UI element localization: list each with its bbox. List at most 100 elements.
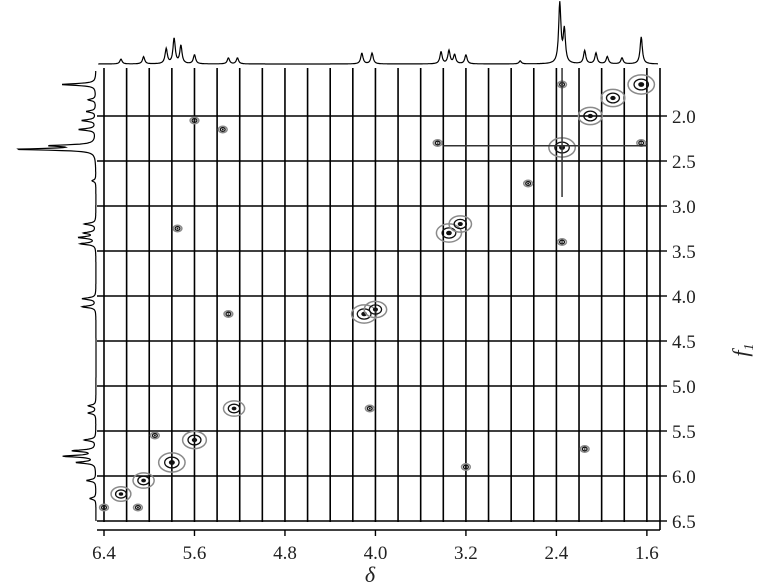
cross-peak-outer [132, 503, 144, 512]
cross-peak-outer [556, 238, 568, 246]
y-axis-title-subscript: 1 [742, 343, 757, 350]
cross-peak-mid [174, 226, 181, 231]
cross-peak-outer [189, 116, 200, 125]
cross-peak-outer [364, 404, 375, 413]
y-axis-title-text: f [728, 348, 753, 357]
diagonal-peak-outer [222, 400, 246, 417]
diagonal-peak-mid [605, 92, 621, 104]
diagonal-peak-mid [583, 110, 598, 122]
cross-peak-core [153, 434, 156, 437]
diagonal-peak-core [587, 113, 594, 119]
diagonal-peak-outer [132, 472, 155, 489]
x-tick-label: 3.2 [454, 543, 478, 564]
diagonal-peak-outer [363, 300, 388, 319]
y-tick-label: 3.0 [672, 197, 696, 218]
cross-peak-mid [134, 505, 141, 510]
diagonal-peak-core [118, 492, 124, 496]
cross-peak-core [368, 407, 371, 410]
diagonal-peak-core [372, 307, 378, 312]
cross-peak-outer [149, 431, 161, 440]
grid [97, 68, 660, 522]
diagonal-peak-core [191, 437, 198, 443]
diagonal-peak-outer [577, 106, 603, 126]
diagonal-peak-mid [368, 304, 383, 315]
cross-peak-core [193, 119, 196, 122]
x-tick-label: 6.4 [92, 543, 116, 564]
x-tick-label: 5.6 [183, 543, 207, 564]
y-tick-label: 2.0 [672, 107, 696, 128]
cross-peak-mid [219, 127, 226, 132]
diagonal-peak-core [638, 82, 645, 87]
y-tick-label: 3.5 [672, 242, 696, 263]
y-axis-title: f1 [728, 343, 757, 356]
diagonal-peak-mid [441, 227, 457, 239]
x-tick-label: 1.6 [635, 543, 659, 564]
x-tick-label: 4.0 [364, 543, 388, 564]
cross-peak-mid [434, 140, 441, 146]
cross-peak-mid [462, 464, 469, 470]
y-tick-label: 4.5 [672, 332, 696, 353]
cross-peak-mid [100, 505, 108, 510]
svg-text:f1: f1 [728, 343, 757, 356]
x-axis-title: δ [365, 562, 376, 587]
top-projection-spectrum [98, 1, 658, 65]
cross-peak-core [527, 182, 530, 185]
y-tick-label: 6.5 [672, 512, 696, 533]
diagonal-peak-mid [114, 489, 128, 499]
cross-peak-mid [151, 433, 158, 438]
cross-peak-outer [223, 310, 234, 318]
cross-peak-mid [638, 140, 645, 146]
diagonal-peak-outer [448, 215, 473, 233]
cross-peak-core [464, 466, 467, 468]
cross-peak-outer [522, 179, 534, 188]
cross-peak-core [103, 506, 105, 509]
diagonal-peak-mid [137, 475, 150, 486]
cross-peak-outer [579, 445, 590, 453]
cross-peak-core [136, 506, 139, 509]
diagonal-peak-outer [627, 74, 656, 95]
cross-peak-core [561, 241, 564, 243]
axes: 6.4 5.6 4.8 4.0 3.2 2.4 1.6 2.0 2.5 3.0 3.5 4.0 4.5 5… [92, 68, 696, 564]
cross-peak-core [640, 142, 643, 144]
cross-peak-mid [559, 239, 566, 245]
cross-peak-outer [172, 224, 183, 233]
diagonal-peak-mid [164, 456, 180, 469]
cross-peak-outer [460, 463, 472, 471]
cross-peak-core [436, 142, 439, 144]
cross-peak-core [227, 313, 230, 315]
diagonal-peak-outer [600, 88, 626, 108]
y-tick-label: 5.5 [672, 422, 696, 443]
cross-peak-core [176, 227, 179, 230]
cross-peak-mid [525, 181, 532, 186]
y-tick-label: 5.0 [672, 377, 696, 398]
y-tick-label: 4.0 [672, 287, 696, 308]
cross-peak-mid [191, 118, 198, 123]
cross-peak-mid [366, 406, 373, 411]
cross-peak-core [221, 128, 224, 131]
cross-peak-outer [98, 503, 110, 512]
cross-peak-mid [225, 311, 232, 317]
left-projection-spectrum [16, 71, 97, 521]
diagonal-peak-mid [453, 218, 468, 230]
cross-peak-core [583, 448, 586, 450]
diagonal-peak-outer [181, 430, 208, 450]
y-tick-label: 6.0 [672, 467, 696, 488]
cross-peak-mid [581, 446, 588, 452]
diagonal-peak-core [231, 406, 237, 411]
diagonal-peak-core [610, 95, 616, 101]
diagonal-peak-mid [227, 403, 241, 414]
x-tick-label: 2.4 [545, 543, 569, 564]
contour-peaks [98, 68, 656, 512]
diagonal-peak-core [457, 221, 463, 227]
diagonal-peak-core [168, 460, 175, 465]
y-tick-label: 2.5 [672, 152, 696, 173]
diagonal-peak-outer [157, 452, 186, 473]
diagonal-peak-core [141, 478, 146, 483]
diagonal-peak-outer [110, 486, 132, 502]
diagonal-peak-mid [187, 434, 202, 446]
diagonal-peak-core [446, 230, 452, 236]
cross-peak-outer [432, 139, 443, 147]
x-tick-label: 4.8 [273, 543, 297, 564]
diagonal-peak-mid [633, 78, 650, 91]
